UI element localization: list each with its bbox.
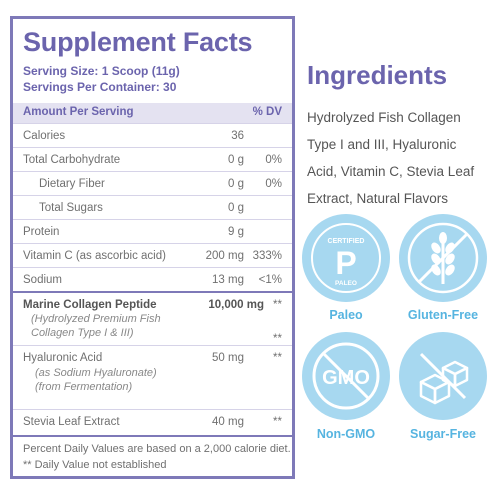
nutrient-dv: **: [273, 352, 282, 364]
dv-footnote: Percent Daily Values are based on a 2,00…: [23, 443, 291, 455]
nutrient-label: Protein: [23, 226, 60, 238]
nutrient-label: Calories: [23, 130, 66, 142]
paleo-top-text: CERTIFIED: [328, 238, 365, 245]
ingredients-list: Hydrolyzed Fish Collagen Type I and III,…: [307, 104, 492, 212]
nutrient-amount: 10,000 mg: [208, 299, 264, 311]
nutrient-dv: **: [273, 416, 282, 428]
nutrient-dv: 0%: [265, 154, 282, 166]
servings-per-container: Servings Per Container: 30: [23, 80, 177, 94]
nutrient-label: Total Carbohydrate: [23, 154, 121, 166]
sugar-free-badge-icon: [399, 332, 487, 420]
serving-size: Serving Size: 1 Scoop (11g): [23, 64, 180, 78]
ingredients-title: Ingredients: [307, 60, 448, 90]
ingredients-line: Type I and III, Hyaluronic: [307, 137, 457, 152]
nutrient-amount: 0 g: [228, 178, 244, 190]
amount-per-serving-label: Amount Per Serving: [23, 106, 134, 118]
nutrient-label: Stevia Leaf Extract: [23, 416, 120, 428]
nutrient-amount: 0 g: [228, 202, 244, 214]
nutrient-row: Vitamin C (as ascorbic acid) 200 mg 333%: [13, 243, 292, 267]
non-gmo-badge-icon: GMO: [302, 332, 390, 420]
nutrient-amount: 40 mg: [212, 416, 244, 428]
nutrient-row: Sodium 13 mg <1%: [13, 267, 292, 291]
nutrient-row: Total Sugars 0 g: [13, 195, 292, 219]
nutrient-amount: 9 g: [228, 226, 244, 238]
nutrient-dv: **: [273, 299, 282, 311]
non-gmo-icon: GMO: [312, 342, 380, 410]
nutrient-dv: 0%: [265, 178, 282, 190]
nutrient-sub-label: (as Sodium Hyaluronate): [35, 367, 157, 379]
nutrient-label: Total Sugars: [39, 202, 103, 214]
gluten-free-badge-icon: [399, 214, 487, 302]
nutrient-row: Dietary Fiber 0 g 0%: [13, 171, 292, 195]
footer-divider: [13, 435, 292, 437]
sugar-cube-icon: [419, 352, 469, 405]
paleo-label: Paleo: [329, 308, 363, 322]
paleo-badge-icon: CERTIFIED P PALEO: [302, 214, 390, 302]
nutrient-row: Stevia Leaf Extract 40 mg **: [13, 409, 292, 435]
nutrient-label: Dietary Fiber: [39, 178, 105, 190]
nutrient-amount: 50 mg: [212, 352, 244, 364]
paleo-icon: CERTIFIED P PALEO: [311, 223, 381, 293]
nutrient-amount: 36: [231, 130, 244, 142]
nutrient-label: Hyaluronic Acid: [23, 352, 103, 364]
ingredients-line: Acid, Vitamin C, Stevia Leaf: [307, 164, 475, 179]
paleo-letter: P: [335, 245, 356, 281]
supplement-facts-title: Supplement Facts: [23, 27, 253, 57]
nutrient-sub-label: (from Fermentation): [35, 381, 133, 393]
supplement-facts-panel: Supplement Facts Serving Size: 1 Scoop (…: [10, 16, 295, 479]
ingredients-line: Extract, Natural Flavors: [307, 191, 449, 206]
nutrient-row: Protein 9 g: [13, 219, 292, 243]
nutrient-dv: <1%: [258, 274, 282, 286]
nutrient-row: Hyaluronic Acid 50 mg ** (as Sodium Hyal…: [13, 345, 292, 409]
sugar-free-label: Sugar-Free: [410, 427, 476, 441]
dv-header-label: % DV: [252, 106, 282, 118]
nutrient-label: Vitamin C (as ascorbic acid): [23, 250, 166, 262]
nutrient-row: Calories 36: [13, 123, 292, 147]
nutrient-sub-label: Collagen Type I & III): [31, 327, 134, 339]
nutrient-label: Sodium: [23, 274, 62, 286]
nutrient-row: Total Carbohydrate 0 g 0%: [13, 147, 292, 171]
nutrient-dv: 333%: [252, 250, 282, 262]
paleo-bottom-text: PALEO: [335, 280, 357, 287]
nutrient-sub-label: (Hydrolyzed Premium Fish: [31, 313, 161, 325]
nutrient-amount: 13 mg: [212, 274, 244, 286]
nutrient-amount: 200 mg: [205, 250, 244, 262]
nutrient-dv: **: [273, 333, 282, 345]
amount-header: Amount Per Serving % DV: [13, 103, 292, 123]
dv-not-established-footnote: ** Daily Value not established: [23, 459, 167, 471]
gluten-free-label: Gluten-Free: [407, 308, 479, 322]
nutrient-label: Marine Collagen Peptide: [23, 299, 157, 311]
nutrient-row: Marine Collagen Peptide 10,000 mg ** (Hy…: [13, 291, 292, 345]
wheat-icon: [407, 222, 479, 294]
non-gmo-label: Non-GMO: [316, 427, 376, 441]
ingredients-line: Hydrolyzed Fish Collagen: [307, 110, 461, 125]
nutrient-amount: 0 g: [228, 154, 244, 166]
